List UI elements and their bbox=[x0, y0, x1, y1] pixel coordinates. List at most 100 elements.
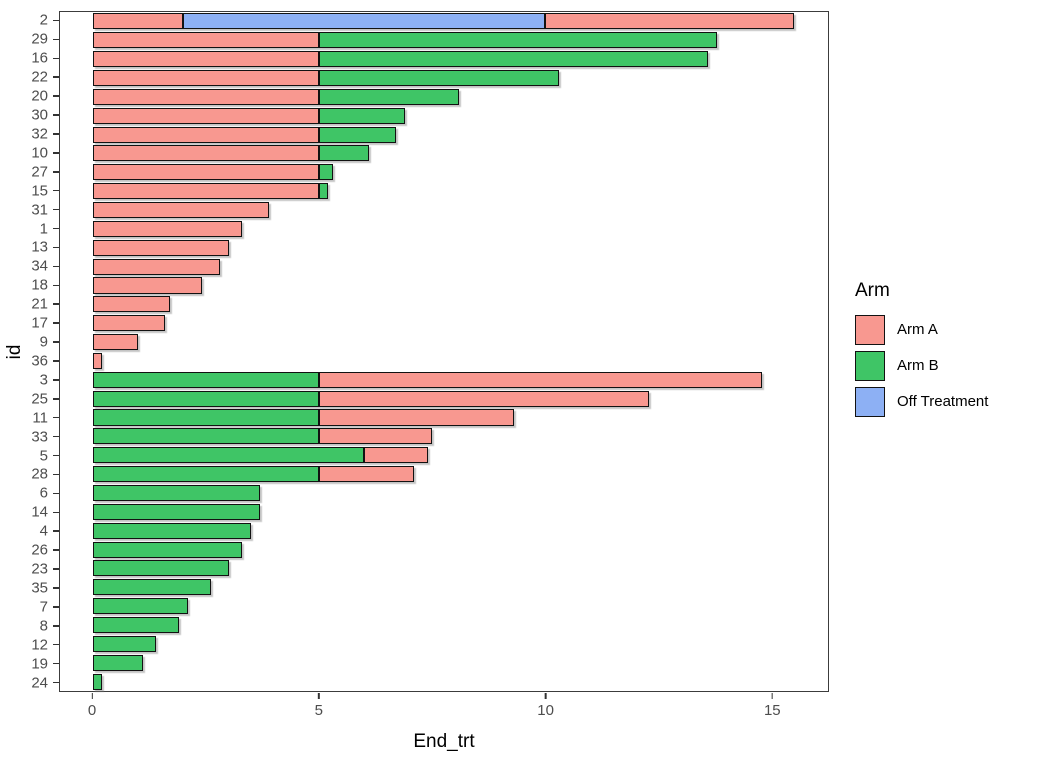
x-tick: 5 bbox=[314, 692, 323, 719]
y-tick-label: 24 bbox=[31, 674, 48, 692]
y-tick-mark bbox=[53, 95, 59, 97]
legend-entry: Arm B bbox=[855, 350, 988, 381]
y-tick-mark bbox=[53, 625, 59, 627]
y-tick-label: 19 bbox=[31, 655, 48, 673]
y-tick-mark bbox=[53, 606, 59, 608]
x-tick-label: 10 bbox=[537, 701, 554, 719]
x-tick-mark bbox=[91, 692, 93, 699]
legend-entry-label: Off Treatment bbox=[897, 393, 989, 410]
y-tick-label: 12 bbox=[31, 636, 48, 654]
x-tick-label: 0 bbox=[87, 701, 97, 719]
bar-segment bbox=[93, 447, 365, 464]
y-tick-mark bbox=[53, 284, 59, 287]
bar-segment bbox=[93, 503, 261, 520]
bar-segment bbox=[93, 635, 157, 652]
y-tick-label: 27 bbox=[31, 163, 48, 181]
bar-segment bbox=[319, 69, 559, 87]
bar-segment bbox=[93, 258, 220, 275]
bar-segment bbox=[93, 126, 320, 143]
bar-segment bbox=[93, 315, 166, 332]
bar-segment bbox=[319, 390, 650, 407]
x-tick-mark bbox=[771, 692, 774, 699]
y-tick-mark bbox=[53, 341, 59, 343]
y-tick-mark bbox=[53, 322, 59, 324]
y-tick-label: 30 bbox=[31, 106, 48, 124]
y-tick-label: 26 bbox=[31, 541, 48, 559]
y-tick-label: 25 bbox=[31, 390, 48, 408]
y-tick-mark bbox=[53, 360, 59, 362]
legend-entry: Arm A bbox=[855, 314, 988, 345]
bar-segment bbox=[93, 202, 270, 219]
bar-segment bbox=[93, 371, 320, 388]
y-tick-mark bbox=[53, 435, 59, 438]
y-tick-label: 33 bbox=[31, 428, 48, 446]
y-tick-label: 21 bbox=[31, 295, 48, 313]
y-tick-label: 5 bbox=[39, 447, 48, 465]
y-tick-mark bbox=[53, 398, 59, 400]
y-axis-tick-marks bbox=[53, 11, 59, 692]
plot-panel bbox=[59, 11, 829, 692]
bar-segment bbox=[93, 390, 320, 407]
bar-segment bbox=[93, 409, 320, 426]
y-tick-mark bbox=[53, 568, 59, 570]
bar-segment bbox=[93, 277, 202, 294]
bar-segment bbox=[93, 239, 229, 256]
bar-segment bbox=[319, 428, 433, 445]
bar-segment bbox=[319, 32, 718, 49]
y-tick-mark bbox=[53, 19, 59, 22]
y-tick-label: 36 bbox=[31, 352, 48, 370]
bar-segment bbox=[93, 13, 184, 30]
y-tick-mark bbox=[53, 227, 59, 230]
bar-segment bbox=[93, 164, 320, 181]
y-tick-mark bbox=[53, 454, 59, 457]
y-tick-label: 34 bbox=[31, 257, 48, 275]
y-tick-label: 20 bbox=[31, 87, 48, 105]
bar-segment bbox=[93, 484, 261, 501]
bar-segment bbox=[93, 673, 103, 690]
bar-segment bbox=[93, 51, 320, 68]
y-tick-mark bbox=[53, 473, 59, 476]
x-tick: 0 bbox=[87, 692, 97, 719]
y-tick-mark bbox=[53, 114, 59, 116]
bar-segment bbox=[93, 32, 320, 49]
y-tick-label: 3 bbox=[39, 371, 48, 389]
bar-segment bbox=[93, 220, 243, 237]
y-tick-mark bbox=[53, 549, 59, 551]
y-tick-mark bbox=[53, 643, 59, 646]
x-tick: 15 bbox=[764, 692, 781, 719]
legend: Arm Arm A Arm B Off Treatment bbox=[855, 280, 988, 422]
bar-segment bbox=[93, 654, 143, 671]
y-axis-title: id bbox=[4, 344, 25, 360]
y-tick-mark bbox=[53, 587, 59, 589]
y-tick-label: 16 bbox=[31, 49, 48, 67]
x-tick-mark bbox=[544, 692, 547, 699]
bar-segment bbox=[93, 616, 179, 633]
y-tick-mark bbox=[53, 303, 59, 305]
x-tick: 10 bbox=[537, 692, 554, 719]
bar-segment bbox=[93, 522, 252, 539]
y-tick-mark bbox=[53, 681, 59, 684]
x-tick-label: 5 bbox=[314, 701, 323, 719]
legend-entry-label: Arm A bbox=[897, 321, 938, 338]
y-tick-label: 13 bbox=[31, 238, 48, 256]
bar-segment bbox=[319, 88, 460, 105]
bar-segment bbox=[183, 13, 546, 30]
bar-segment bbox=[93, 88, 320, 105]
y-tick-label: 32 bbox=[31, 125, 48, 143]
bar-segment bbox=[364, 447, 428, 464]
bar-segment bbox=[319, 371, 763, 388]
y-tick-mark bbox=[53, 171, 59, 173]
y-tick-label: 6 bbox=[39, 484, 48, 502]
legend-key-arm-a bbox=[855, 314, 885, 345]
y-tick-mark bbox=[53, 133, 59, 135]
y-tick-mark bbox=[53, 152, 59, 154]
bar-segment bbox=[319, 164, 333, 181]
y-tick-mark bbox=[53, 57, 59, 60]
legend-key-off-treatment bbox=[855, 386, 885, 417]
y-tick-mark bbox=[53, 189, 59, 192]
bar-segment bbox=[319, 183, 329, 200]
bar-segment bbox=[93, 541, 243, 558]
y-tick-mark bbox=[53, 76, 59, 78]
y-tick-label: 15 bbox=[31, 182, 48, 200]
bar-segment bbox=[319, 107, 406, 124]
